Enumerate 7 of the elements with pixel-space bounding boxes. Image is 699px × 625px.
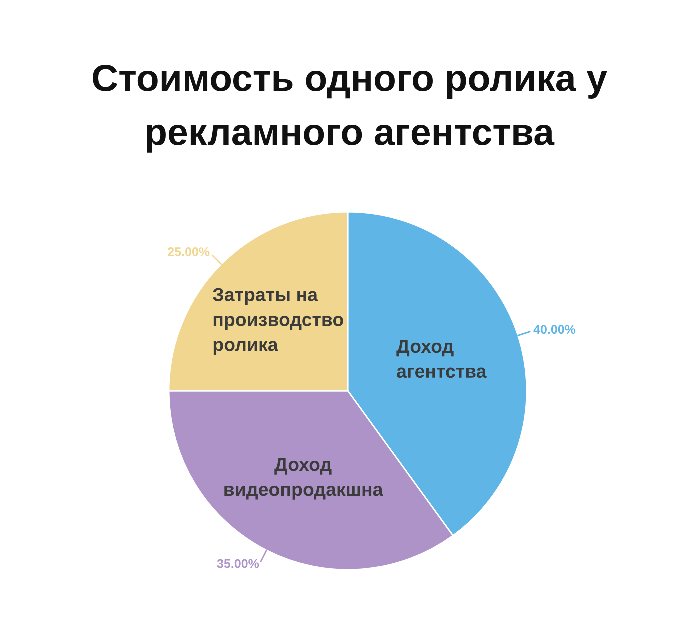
slice-label: Доход видеопродакшна [224, 458, 384, 500]
slice-label: Затраты на производство ролика [213, 288, 344, 356]
data-label: 25.00% [168, 248, 210, 256]
data-label: 35.00% [217, 559, 260, 568]
slice-label: Доход агентства [396, 340, 487, 378]
chart-title: Стоимость одного ролика у рекламного агентства [93, 64, 608, 153]
data-label: 40.00% [534, 325, 576, 334]
